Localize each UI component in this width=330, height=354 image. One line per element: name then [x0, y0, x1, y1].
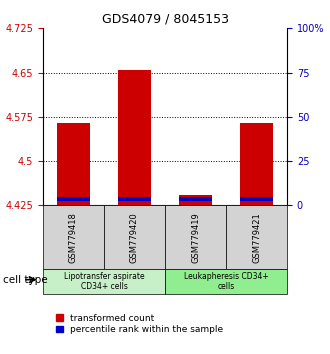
Bar: [118, 70, 151, 205]
Title: GDS4079 / 8045153: GDS4079 / 8045153: [102, 13, 228, 26]
Bar: [57, 123, 90, 205]
Bar: [43, 205, 104, 269]
Text: Lipotransfer aspirate
CD34+ cells: Lipotransfer aspirate CD34+ cells: [64, 272, 144, 291]
Text: GSM779418: GSM779418: [69, 212, 78, 263]
Text: GSM779421: GSM779421: [252, 212, 261, 263]
Bar: [57, 197, 90, 201]
Bar: [165, 269, 287, 294]
Text: Leukapheresis CD34+
cells: Leukapheresis CD34+ cells: [184, 272, 268, 291]
Bar: [43, 269, 165, 294]
Bar: [165, 205, 226, 269]
Bar: [226, 205, 287, 269]
Bar: [240, 123, 273, 205]
Bar: [179, 195, 212, 205]
Bar: [179, 197, 212, 201]
Text: cell type: cell type: [3, 275, 48, 285]
Bar: [118, 197, 151, 201]
Text: GSM779419: GSM779419: [191, 212, 200, 263]
Text: GSM779420: GSM779420: [130, 212, 139, 263]
Bar: [240, 197, 273, 201]
Bar: [104, 205, 165, 269]
Legend: transformed count, percentile rank within the sample: transformed count, percentile rank withi…: [56, 314, 223, 334]
